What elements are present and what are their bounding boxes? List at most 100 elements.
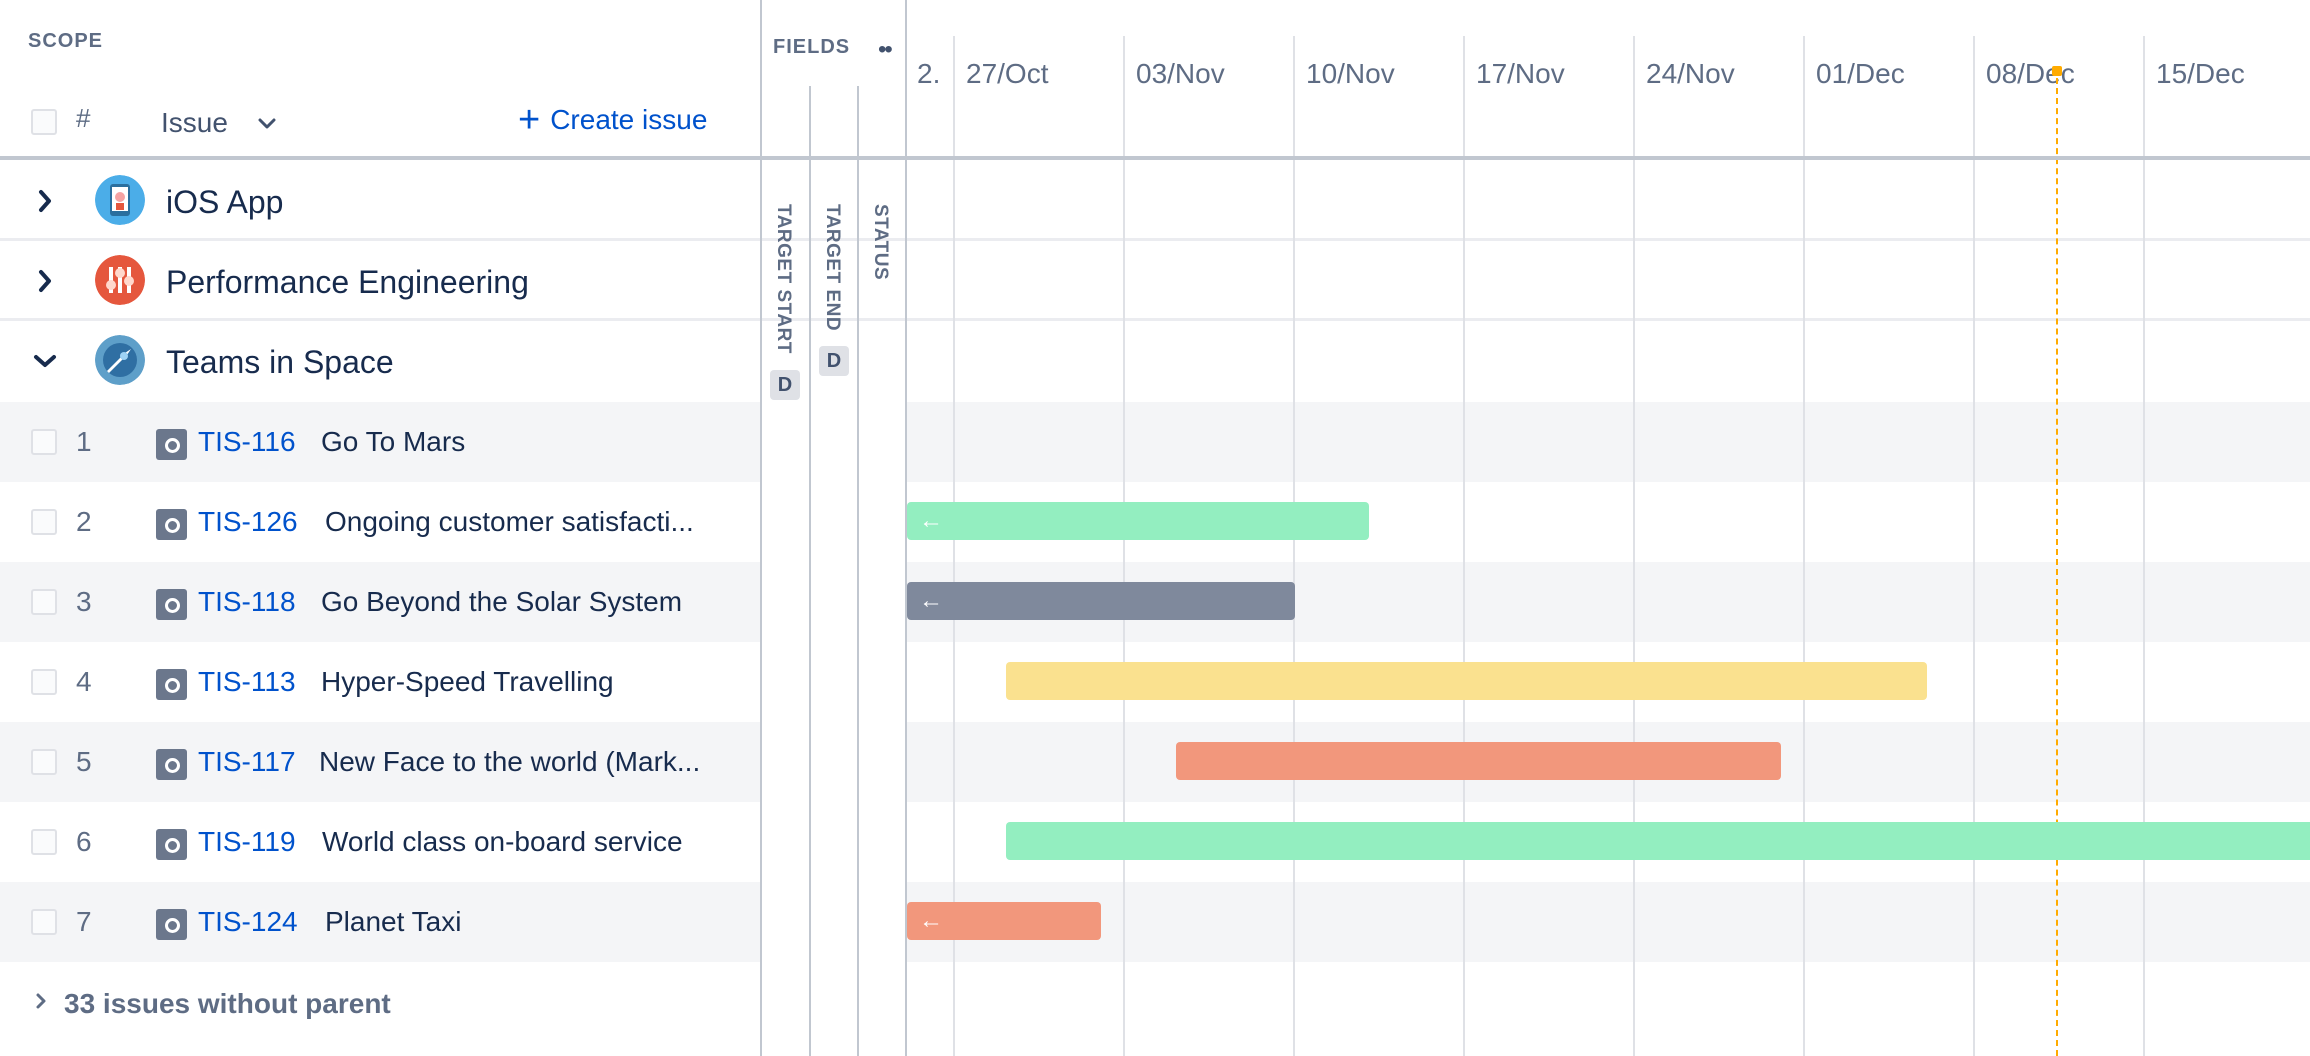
- timeline-bar-tis-126[interactable]: ←: [907, 502, 1369, 540]
- field-column-status[interactable]: STATUS: [859, 86, 907, 1056]
- field-column-label: TARGET END: [822, 204, 843, 332]
- timeline-bar-tis-119[interactable]: [1006, 822, 2310, 860]
- row-checkbox[interactable]: [31, 669, 57, 695]
- epic-type-icon: [156, 909, 187, 940]
- chevron-right-icon[interactable]: [33, 990, 49, 1012]
- epic-type-icon: [156, 509, 187, 540]
- row-number: 3: [76, 586, 92, 617]
- arrow-left-icon: ←: [919, 507, 943, 534]
- row-number: 2: [76, 506, 92, 537]
- epic-type-icon: [156, 669, 187, 700]
- table-row[interactable]: 3 TIS-118 Go Beyond the Solar System: [0, 562, 760, 642]
- timeline-bar-tis-113[interactable]: [1006, 662, 1927, 700]
- issue-key-link[interactable]: TIS-126: [198, 506, 298, 537]
- timeline-date-label: 2.: [917, 58, 941, 89]
- table-row[interactable]: 5 TIS-117 New Face to the world (Mark...: [0, 722, 760, 802]
- row-checkbox[interactable]: [31, 509, 57, 535]
- table-row[interactable]: 2 TIS-126 Ongoing customer satisfacti...: [0, 482, 760, 562]
- group-row-teams-in-space[interactable]: Teams in Space: [0, 322, 760, 402]
- issue-key-link[interactable]: TIS-113: [198, 666, 296, 697]
- chevron-right-icon[interactable]: [30, 186, 60, 216]
- group-row-ios-app[interactable]: iOS App: [0, 162, 760, 242]
- row-divider: [0, 318, 2310, 321]
- sliders-icon: [95, 255, 145, 305]
- table-row[interactable]: 7 TIS-124 Planet Taxi: [0, 882, 760, 962]
- row-number: 7: [76, 906, 92, 937]
- issue-key-link[interactable]: TIS-118: [198, 586, 296, 617]
- issue-key-link[interactable]: TIS-116: [198, 426, 296, 457]
- issues-without-parent-label: 33 issues without parent: [64, 988, 391, 1019]
- week-gridline: [953, 36, 955, 1056]
- timeline-date-label: 01/Dec: [1816, 58, 1905, 89]
- field-column-divider: [809, 86, 811, 1056]
- chevron-down-icon[interactable]: [256, 108, 278, 138]
- issue-column-header[interactable]: Issue: [161, 107, 228, 138]
- row-checkbox[interactable]: [31, 909, 57, 935]
- group-name: Performance Engineering: [166, 264, 529, 300]
- issue-summary[interactable]: New Face to the world (Mark...: [319, 746, 701, 777]
- issue-summary[interactable]: Ongoing customer satisfacti...: [325, 506, 694, 537]
- issue-key-link[interactable]: TIS-119: [198, 826, 296, 857]
- timeline-bar-tis-117[interactable]: [1176, 742, 1781, 780]
- more-dots-icon[interactable]: ••: [878, 36, 893, 63]
- week-gridline: [1633, 36, 1635, 1056]
- issue-summary[interactable]: World class on-board service: [322, 826, 683, 857]
- row-number: 1: [76, 426, 92, 457]
- timeline-panel: 2. 27/Oct 03/Nov 10/Nov 17/Nov 24/Nov 01…: [905, 0, 2310, 1056]
- rocket-icon: [95, 335, 145, 385]
- field-badge: D: [819, 346, 849, 376]
- week-gridline: [1293, 36, 1295, 1056]
- fields-panel: FIELDS •• TARGET START D TARGET END D ST…: [760, 0, 905, 1056]
- timeline-date-label: 17/Nov: [1476, 58, 1565, 89]
- issue-key-link[interactable]: TIS-124: [198, 906, 298, 937]
- phone-robot-icon: [95, 175, 145, 225]
- epic-type-icon: [156, 829, 187, 860]
- table-row[interactable]: 1 TIS-116 Go To Mars: [0, 402, 760, 482]
- row-number: 5: [76, 746, 92, 777]
- create-issue-button[interactable]: + Create issue: [518, 99, 707, 141]
- timeline-row-band: [907, 402, 2310, 482]
- timeline-date-label: 15/Dec: [2156, 58, 2245, 89]
- epic-type-icon: [156, 589, 187, 620]
- issues-without-parent-row[interactable]: 33 issues without parent: [0, 962, 760, 1042]
- chevron-right-icon[interactable]: [30, 266, 60, 296]
- timeline-date-label: 10/Nov: [1306, 58, 1395, 89]
- week-gridline: [1973, 36, 1975, 1056]
- week-gridline: [1123, 36, 1125, 1056]
- row-number: 6: [76, 826, 92, 857]
- row-checkbox[interactable]: [31, 829, 57, 855]
- issue-summary[interactable]: Hyper-Speed Travelling: [321, 666, 614, 697]
- arrow-left-icon: ←: [919, 587, 943, 614]
- table-row[interactable]: 6 TIS-119 World class on-board service: [0, 802, 760, 882]
- issue-key-link[interactable]: TIS-117: [198, 746, 296, 777]
- field-column-label: STATUS: [870, 204, 891, 281]
- issue-summary[interactable]: Go To Mars: [321, 426, 466, 457]
- row-checkbox[interactable]: [31, 429, 57, 455]
- row-number: 4: [76, 666, 92, 697]
- issue-summary[interactable]: Planet Taxi: [325, 906, 462, 937]
- epic-type-icon: [156, 749, 187, 780]
- issue-summary[interactable]: Go Beyond the Solar System: [321, 586, 683, 617]
- rank-column-header: #: [76, 103, 91, 133]
- field-badge: D: [770, 370, 800, 400]
- field-column-target-start[interactable]: TARGET START D: [762, 86, 810, 1056]
- group-row-performance-engineering[interactable]: Performance Engineering: [0, 242, 760, 322]
- select-all-checkbox[interactable]: [31, 109, 57, 135]
- field-column-divider: [857, 86, 859, 1056]
- row-checkbox[interactable]: [31, 589, 57, 615]
- epic-type-icon: [156, 429, 187, 460]
- row-checkbox[interactable]: [31, 749, 57, 775]
- group-name: Teams in Space: [166, 344, 394, 380]
- timeline-bar-tis-118[interactable]: ←: [907, 582, 1295, 620]
- chevron-down-icon[interactable]: [30, 346, 60, 376]
- field-column-label: TARGET START: [773, 204, 794, 354]
- timeline-bar-tis-124[interactable]: ←: [907, 902, 1101, 940]
- field-column-target-end[interactable]: TARGET END D: [811, 86, 859, 1056]
- week-gridline: [2143, 36, 2145, 1056]
- arrow-left-icon: ←: [919, 907, 943, 934]
- table-row[interactable]: 4 TIS-113 Hyper-Speed Travelling: [0, 642, 760, 722]
- plus-icon: +: [518, 99, 541, 141]
- group-name: iOS App: [166, 184, 284, 220]
- timeline-row-band: [907, 882, 2310, 962]
